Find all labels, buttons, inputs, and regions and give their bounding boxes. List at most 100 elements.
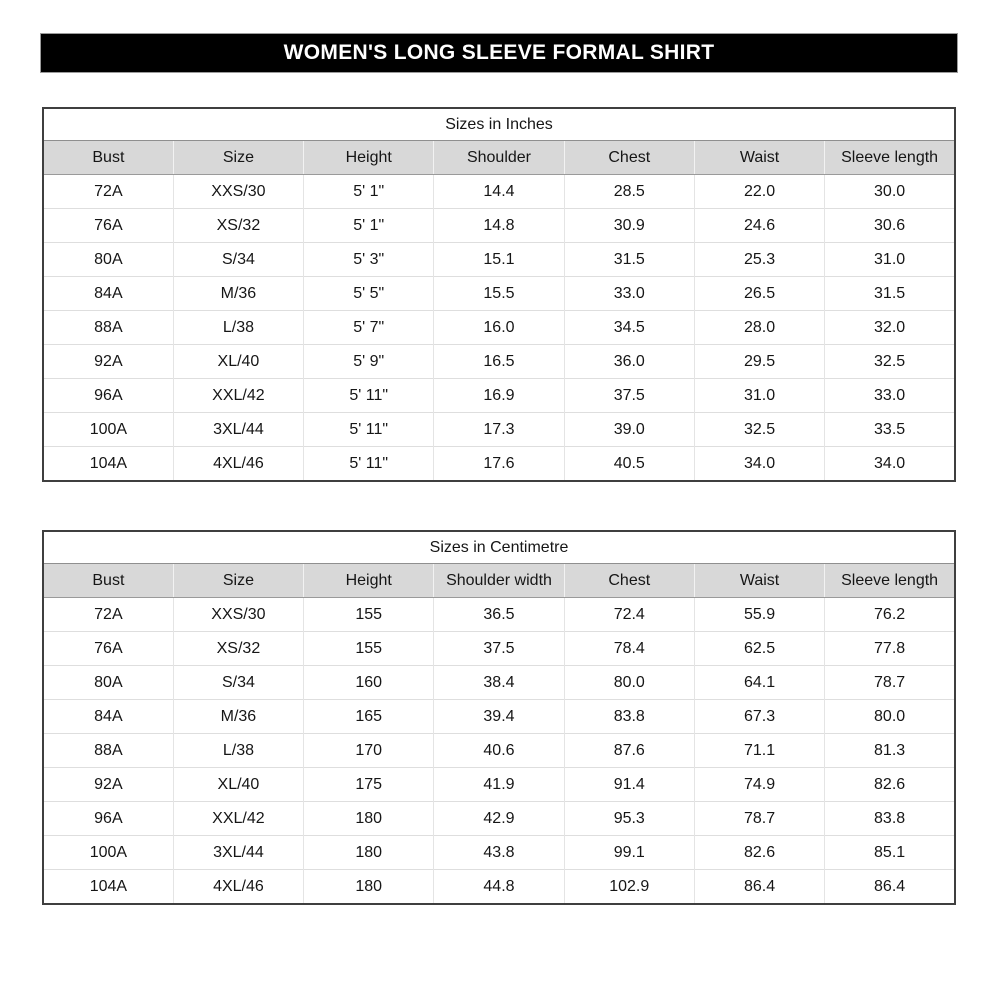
table-row: 84A M/36 5' 5" 15.5 33.0 26.5 31.5: [43, 276, 955, 311]
table-cell: 5' 3": [303, 242, 434, 277]
table-cell: 5' 1": [303, 208, 434, 243]
table-cell: 36.0: [563, 344, 695, 379]
table-cell: 80.0: [824, 699, 955, 734]
table-cell: 83.8: [563, 699, 695, 734]
table-cell: 30.9: [563, 208, 695, 243]
table-cell: 83.8: [824, 801, 955, 836]
table-cell: 84A: [43, 699, 174, 734]
page-title: WOMEN'S LONG SLEEVE FORMAL SHIRT: [40, 33, 958, 73]
table-cell: 88A: [43, 733, 174, 768]
table-body: 72A XXS/30 155 36.5 72.4 55.9 76.2 76A XS/32 155 3…: [43, 597, 955, 904]
table-cell: 87.6: [563, 733, 695, 768]
table-cell: 78.7: [693, 801, 825, 836]
table-cell: 33.5: [824, 412, 955, 447]
table-cell: 72A: [43, 174, 174, 209]
table-head: Sizes in Inches Bust Size Height Shoulder Che…: [43, 108, 955, 175]
table-cell: 37.5: [433, 631, 565, 666]
table-cell: 86.4: [693, 869, 825, 904]
table-cell: 67.3: [693, 699, 825, 734]
table-cell: 31.0: [693, 378, 825, 413]
table-row: 80A S/34 160 38.4 80.0 64.1 78.7: [43, 665, 955, 700]
column-header: Bust: [43, 140, 174, 175]
table-row: 72A XXS/30 155 36.5 72.4 55.9 76.2: [43, 597, 955, 632]
table-cell: 5' 11": [303, 412, 434, 447]
table-row: 96A XXL/42 180 42.9 95.3 78.7 83.8: [43, 801, 955, 836]
table-caption-row: Sizes in Centimetre: [43, 531, 955, 564]
table-row: 76A XS/32 155 37.5 78.4 62.5 77.8: [43, 631, 955, 666]
table-cell: 40.6: [433, 733, 565, 768]
table-cell: 170: [303, 733, 434, 768]
column-header: Sleeve length: [824, 140, 955, 175]
table-cell: M/36: [172, 276, 304, 311]
table-cell: 55.9: [693, 597, 825, 632]
table-cell: 92A: [43, 344, 174, 379]
table-cell: 88A: [43, 310, 174, 345]
table-cell: XXL/42: [172, 801, 304, 836]
table-cell: 76.2: [824, 597, 955, 632]
table-row: 104A 4XL/46 5' 11" 17.6 40.5 34.0 34.0: [43, 446, 955, 481]
column-header: Bust: [43, 563, 174, 598]
table-cell: 41.9: [433, 767, 565, 802]
table-cell: 78.4: [563, 631, 695, 666]
table-cell: S/34: [172, 665, 304, 700]
table-cell: 31.5: [824, 276, 955, 311]
table-cell: 5' 7": [303, 310, 434, 345]
table-row: 100A 3XL/44 5' 11" 17.3 39.0 32.5 33.5: [43, 412, 955, 447]
table-cell: 4XL/46: [172, 869, 304, 904]
table-cell: 84A: [43, 276, 174, 311]
table-cell: XXS/30: [172, 174, 304, 209]
table-row: 72A XXS/30 5' 1" 14.4 28.5 22.0 30.0: [43, 174, 955, 209]
table-row: 96A XXL/42 5' 11" 16.9 37.5 31.0 33.0: [43, 378, 955, 413]
table-cell: 104A: [43, 446, 174, 481]
table-cell: L/38: [172, 733, 304, 768]
column-header-row: Bust Size Height Shoulder width Chest Waist Sl…: [43, 563, 955, 598]
table-cell: 92A: [43, 767, 174, 802]
table-cell: 36.5: [433, 597, 565, 632]
table-cell: 44.8: [433, 869, 565, 904]
table-row: 100A 3XL/44 180 43.8 99.1 82.6 85.1: [43, 835, 955, 870]
column-header: Size: [172, 140, 304, 175]
table-cell: 99.1: [563, 835, 695, 870]
table-cell: 82.6: [693, 835, 825, 870]
table-cell: 17.3: [433, 412, 565, 447]
table-cell: 29.5: [693, 344, 825, 379]
table-cell: XL/40: [172, 767, 304, 802]
table-cell: 160: [303, 665, 434, 700]
table-cell: 175: [303, 767, 434, 802]
table-cell: 24.6: [693, 208, 825, 243]
table-cell: 17.6: [433, 446, 565, 481]
table-cell: 15.5: [433, 276, 565, 311]
table-cell: 30.6: [824, 208, 955, 243]
column-header: Height: [303, 140, 434, 175]
table-row: 76A XS/32 5' 1" 14.8 30.9 24.6 30.6: [43, 208, 955, 243]
table-cell: XS/32: [172, 208, 304, 243]
table-cell: 155: [303, 631, 434, 666]
table-cell: 5' 1": [303, 174, 434, 209]
column-header: Waist: [693, 140, 825, 175]
table-cell: 62.5: [693, 631, 825, 666]
table-cell: 33.0: [824, 378, 955, 413]
table-caption: Sizes in Inches: [43, 108, 955, 141]
table-caption: Sizes in Centimetre: [43, 531, 955, 564]
table-cell: 34.5: [563, 310, 695, 345]
column-header-row: Bust Size Height Shoulder Chest Waist Sleeve l…: [43, 140, 955, 175]
table-cell: 22.0: [693, 174, 825, 209]
sizes-in-inches-table: Sizes in Inches Bust Size Height Shoulder Che…: [42, 107, 956, 482]
table-cell: 104A: [43, 869, 174, 904]
table-cell: 180: [303, 869, 434, 904]
table-cell: 14.4: [433, 174, 565, 209]
table-cell: L/38: [172, 310, 304, 345]
table-cell: 43.8: [433, 835, 565, 870]
table-cell: 3XL/44: [172, 835, 304, 870]
table-row: 88A L/38 170 40.6 87.6 71.1 81.3: [43, 733, 955, 768]
table-cell: 31.0: [824, 242, 955, 277]
column-header: Shoulder: [433, 140, 565, 175]
table-row: 104A 4XL/46 180 44.8 102.9 86.4 86.4: [43, 869, 955, 904]
table-cell: 5' 11": [303, 446, 434, 481]
table-cell: 16.9: [433, 378, 565, 413]
table-cell: 5' 5": [303, 276, 434, 311]
page-title-text: WOMEN'S LONG SLEEVE FORMAL SHIRT: [283, 41, 715, 64]
table-cell: 72.4: [563, 597, 695, 632]
table-cell: 102.9: [563, 869, 695, 904]
table-cell: S/34: [172, 242, 304, 277]
